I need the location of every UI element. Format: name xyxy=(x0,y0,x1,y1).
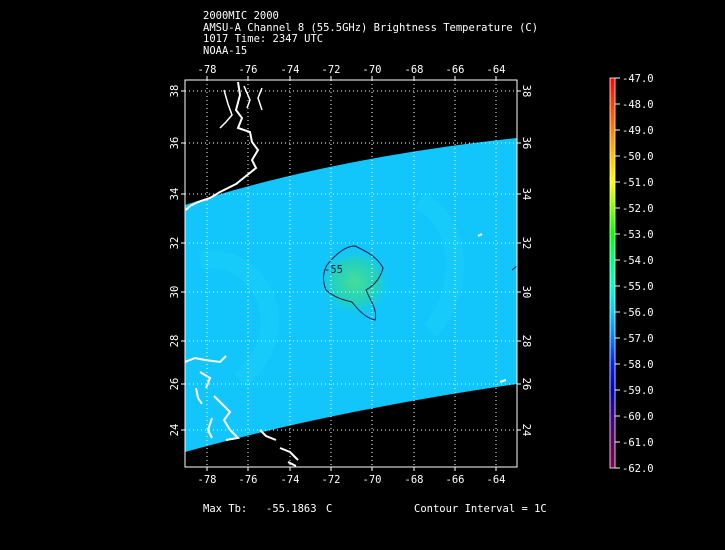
lon-label-bottom: -78 xyxy=(198,474,217,486)
lat-label-right: 30 xyxy=(520,286,532,299)
map-frame xyxy=(184,79,518,468)
contour-line xyxy=(323,245,384,321)
max-tb-label: Max Tb: xyxy=(203,503,248,515)
max-tb-unit: C xyxy=(326,503,333,515)
contour-value-label: -55 xyxy=(324,264,343,276)
lon-label-top: -64 xyxy=(487,64,506,76)
colorbar-label: -62.0 xyxy=(622,463,654,475)
longitude-labels-top: -78 -76 -74 -72 -70 -68 -66 -64 xyxy=(198,64,506,76)
latitude-labels-left: 38 36 34 32 30 28 26 24 xyxy=(169,85,181,437)
max-tb-value: -55.1863 xyxy=(266,503,317,515)
colorbar-label: -50.0 xyxy=(622,151,654,163)
temperature-colorbar: -47.0 -48.0 -49.0 -50.0 -51.0 -52.0 -53.0 -54.0… xyxy=(609,73,654,475)
colorbar-label: -58.0 xyxy=(622,359,654,371)
lat-label-right: 24 xyxy=(520,424,532,437)
lon-label-bottom: -64 xyxy=(487,474,506,486)
lon-label-top: -76 xyxy=(239,64,258,76)
colorbar-label: -48.0 xyxy=(622,99,654,111)
lon-label-top: -72 xyxy=(322,64,341,76)
colorbar-label: -60.0 xyxy=(622,411,654,423)
lat-label-right: 26 xyxy=(520,378,532,391)
lat-label-left: 34 xyxy=(169,188,181,201)
header-line-1: 2000MIC 2000 xyxy=(203,10,279,22)
colorbar-label: -52.0 xyxy=(622,203,654,215)
longitude-labels-bottom: -78 -76 -74 -72 -70 -68 -66 -64 xyxy=(198,474,506,486)
graticule xyxy=(185,80,517,467)
colorbar-label: -55.0 xyxy=(622,281,654,293)
contour-segment-east xyxy=(511,265,517,271)
contour-interval-label: Contour Interval = 1C xyxy=(414,503,547,515)
lon-label-top: -74 xyxy=(281,64,300,76)
colorbar-label: -51.0 xyxy=(622,177,654,189)
warm-core xyxy=(317,246,393,318)
axis-ticks xyxy=(181,76,521,471)
colorbar-label: -53.0 xyxy=(622,229,654,241)
header-line-4: NOAA-15 xyxy=(203,44,248,57)
lon-label-bottom: -72 xyxy=(322,474,341,486)
lon-label-top: -66 xyxy=(446,64,465,76)
header-line-2: AMSU-A Channel 8 (55.5GHz) Brightness Te… xyxy=(203,21,539,34)
colorbar-label: -54.0 xyxy=(622,255,654,267)
lon-label-bottom: -66 xyxy=(446,474,465,486)
lon-label-bottom: -68 xyxy=(405,474,424,486)
lon-label-bottom: -76 xyxy=(239,474,258,486)
colorbar-label: -56.0 xyxy=(622,307,654,319)
colorbar-label: -61.0 xyxy=(622,437,654,449)
colorbar-label: -59.0 xyxy=(622,385,654,397)
lat-label-left: 24 xyxy=(169,424,181,437)
lat-label-right: 36 xyxy=(520,137,532,150)
lon-label-bottom: -70 xyxy=(363,474,382,486)
lat-label-left: 32 xyxy=(169,237,181,250)
lat-label-left: 36 xyxy=(169,137,181,150)
header-line-3: 1017 Time: 2347 UTC xyxy=(203,33,324,45)
lat-label-right: 34 xyxy=(520,188,532,201)
lat-label-right: 38 xyxy=(520,85,532,98)
coastline-north xyxy=(185,81,260,211)
latitude-labels-right: 38 36 34 32 30 28 26 24 xyxy=(520,85,532,437)
lon-label-top: -70 xyxy=(363,64,382,76)
lon-label-top: -78 xyxy=(198,64,217,76)
lat-label-left: 28 xyxy=(169,335,181,348)
lat-label-left: 26 xyxy=(169,378,181,391)
swath-edge-speck xyxy=(477,233,507,383)
lat-label-left: 38 xyxy=(169,85,181,98)
colorbar-scale xyxy=(609,77,616,469)
colorbar-label: -47.0 xyxy=(622,73,654,85)
colorbar-label: -57.0 xyxy=(622,333,654,345)
lon-label-top: -68 xyxy=(405,64,424,76)
lat-label-right: 28 xyxy=(520,335,532,348)
header-block: 2000MIC 2000 AMSU-A Channel 8 (55.5GHz) … xyxy=(203,10,539,57)
colorbar-label: -49.0 xyxy=(622,125,654,137)
lat-label-right: 32 xyxy=(520,237,532,250)
lat-label-left: 30 xyxy=(169,286,181,299)
lon-label-bottom: -74 xyxy=(281,474,300,486)
